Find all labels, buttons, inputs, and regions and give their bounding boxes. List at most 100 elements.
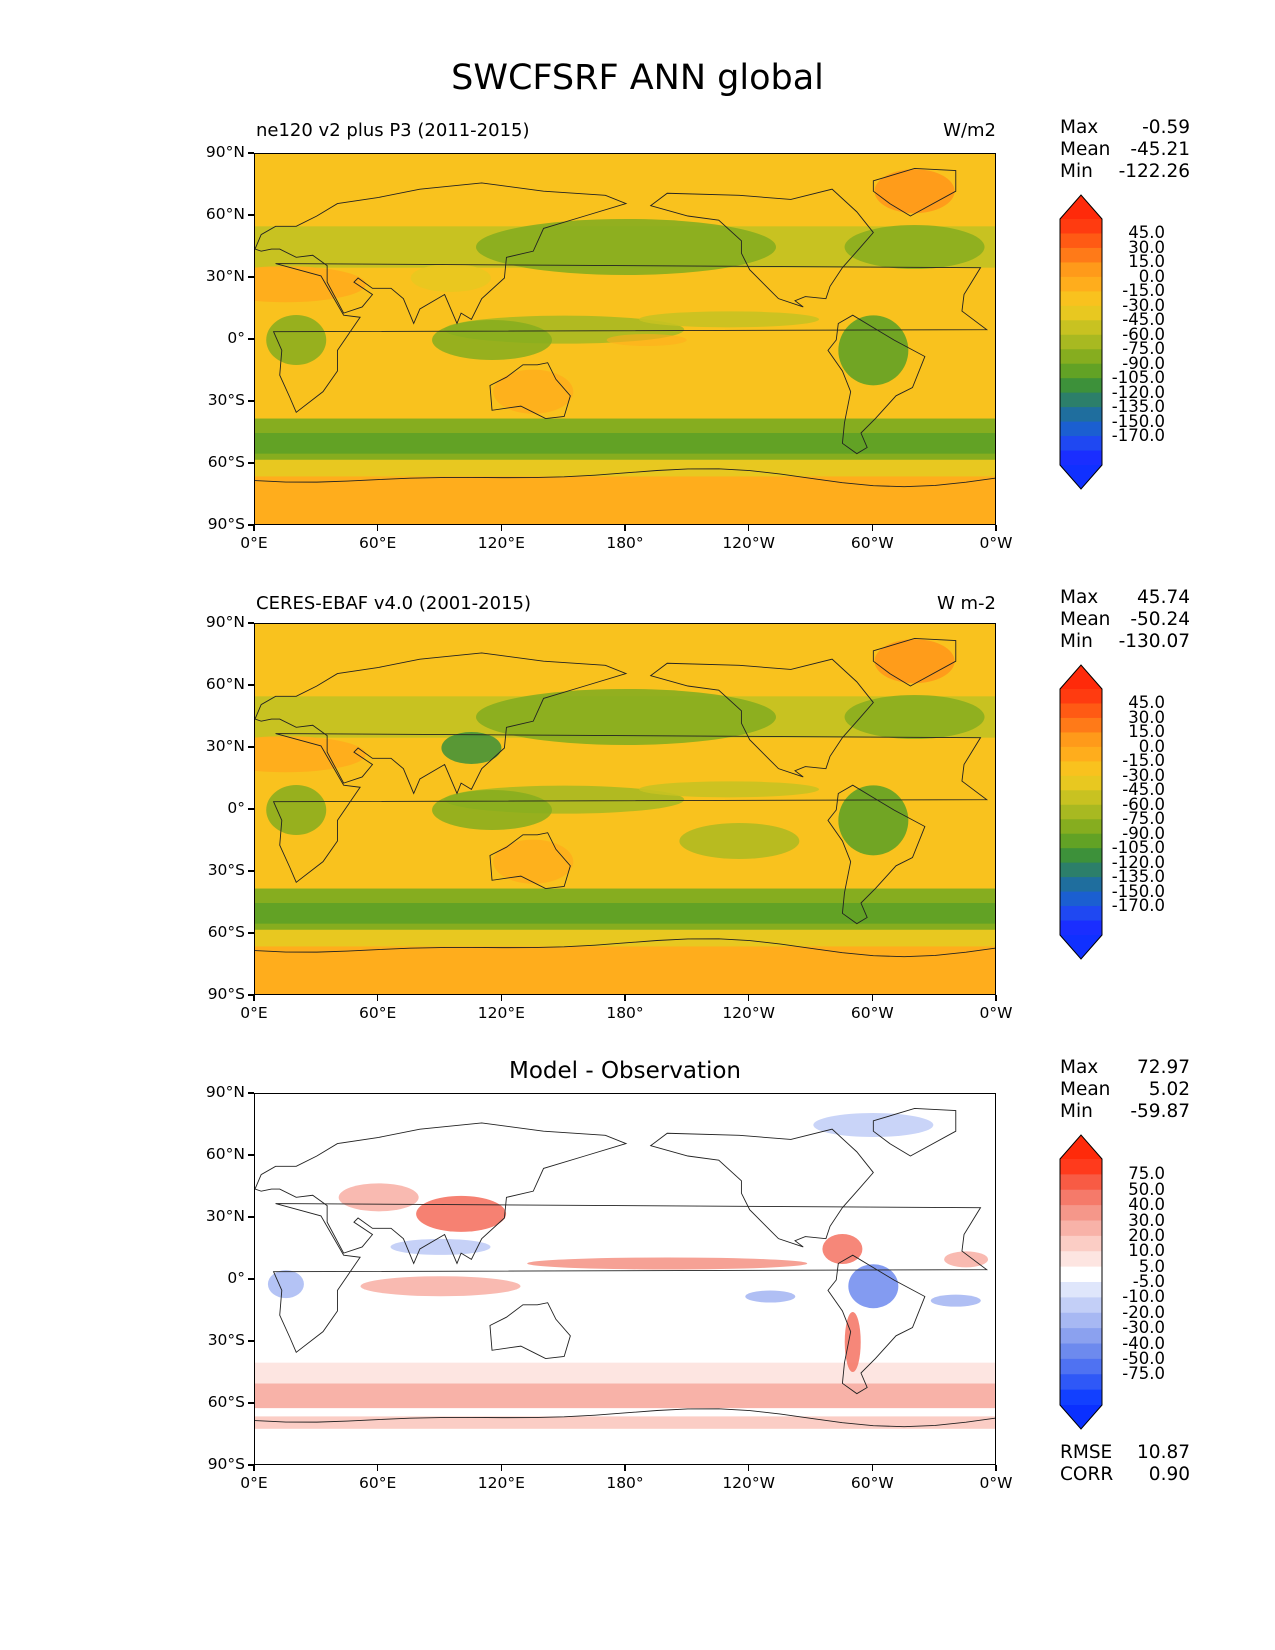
field-diff	[255, 1094, 995, 1464]
colorbar-swatch	[1060, 790, 1102, 806]
lat-tick-mark	[248, 932, 254, 934]
lon-tick-mark	[253, 1465, 255, 1471]
colorbar-level-label: -120.0	[1111, 382, 1165, 402]
colorbar-level-label: -135.0	[1111, 397, 1165, 417]
field-tibet-positive	[416, 1195, 507, 1232]
colorbar-level-label: 40.0	[1128, 1195, 1165, 1215]
lon-tick-mark	[500, 995, 503, 1001]
lon-tick-label: 0°E	[240, 534, 268, 552]
lat-tick-mark	[248, 276, 254, 278]
lon-tick-mark	[748, 995, 750, 1001]
colorbar-level-label: 0.0	[1138, 736, 1165, 756]
panel-left-title: CERES-EBAF v4.0 (2001-2015)	[256, 593, 532, 614]
colorbar-level-label: -120.0	[1111, 852, 1165, 872]
field-itcz-east	[639, 311, 820, 328]
lon-tick-label: 0°W	[979, 1004, 1013, 1022]
colorbar-swatch	[1060, 920, 1102, 936]
colorbar-swatch	[1060, 392, 1102, 408]
mean-value: -50.24	[1130, 609, 1190, 630]
colorbar-level-label: -170.0	[1111, 896, 1165, 916]
colorbar-swatch	[1060, 363, 1102, 379]
lon-tick-mark	[748, 1465, 750, 1471]
lat-tick-mark	[248, 462, 254, 464]
field-band-antarctic-coast	[255, 459, 995, 477]
colorbar-swatch	[1060, 247, 1102, 264]
min-label: Min	[1060, 631, 1093, 652]
lat-tick-mark	[248, 746, 254, 748]
lon-tick-label: 60°W	[850, 534, 894, 552]
lon-tick-label: 0°E	[240, 1004, 268, 1022]
colorbar-level-label: 5.0	[1138, 1256, 1165, 1276]
coastline-antarctica	[255, 468, 995, 488]
field-andes-positive	[844, 1312, 861, 1372]
colorbar-level-label: 45.0	[1128, 693, 1165, 713]
field-sc-stratocu	[679, 823, 800, 859]
stats-diff: Max 72.97 Mean 5.02 Min -59.87	[1060, 1057, 1190, 1123]
colorbar-level-label: 30.0	[1128, 237, 1165, 257]
lon-tick-mark	[377, 525, 379, 531]
rmse-value: 10.87	[1137, 1442, 1190, 1463]
lon-tick-label: 120°E	[477, 1004, 525, 1022]
lon-tick-mark	[253, 525, 255, 531]
coastline-antarctica	[255, 1408, 995, 1428]
lat-tick-label: 30°N	[205, 1207, 245, 1225]
lat-tick-mark	[248, 1278, 254, 1280]
colorbar-swatch	[1060, 819, 1102, 835]
field-australia	[493, 369, 574, 414]
field-australia	[493, 839, 574, 884]
colorbar-level-label: -10.0	[1122, 1287, 1165, 1307]
lat-tick-mark	[248, 1216, 254, 1218]
colorbar-level-label: -150.0	[1111, 881, 1165, 901]
colorbar-level-label: 75.0	[1128, 1164, 1165, 1184]
coastline-australia	[489, 832, 571, 889]
lat-tick-mark	[248, 622, 254, 624]
colorbar-level-label: -60.0	[1122, 794, 1165, 814]
lon-tick-mark	[253, 995, 255, 1001]
colorbar-swatch	[1060, 1389, 1102, 1406]
lon-tick-mark	[500, 525, 503, 531]
field-central-america-positive	[822, 1234, 863, 1264]
colorbar-swatch	[1060, 450, 1102, 466]
max-label: Max	[1060, 1057, 1099, 1078]
colorbar-level-label: -90.0	[1122, 823, 1165, 843]
colorbar-level-label: 15.0	[1128, 252, 1165, 272]
colorbar-level-label: 50.0	[1128, 1179, 1165, 1199]
panel-units: W/m2	[943, 120, 996, 141]
mean-value: 5.02	[1148, 1079, 1190, 1100]
max-value: 72.97	[1137, 1057, 1190, 1078]
lat-tick-label: 90°N	[205, 1083, 245, 1101]
lon-tick-mark	[377, 1465, 379, 1471]
lon-tick-label: 120°W	[722, 1004, 775, 1022]
colorbar-swatch	[1060, 1297, 1102, 1314]
colorbar-swatch	[1060, 436, 1102, 452]
field-greenland	[874, 169, 955, 214]
colorbar-swatch	[1060, 689, 1102, 705]
lat-tick-label: 90°S	[207, 515, 245, 533]
lat-tick-mark	[248, 1464, 254, 1466]
field-io-positive	[360, 1276, 521, 1297]
colorbar-level-label: -45.0	[1122, 310, 1165, 330]
colorbar-swatch	[1060, 1358, 1102, 1375]
map-test	[254, 153, 996, 525]
colorbar-level-label: -75.0	[1122, 339, 1165, 359]
colorbar-swatch	[1060, 1282, 1102, 1298]
colorbar-level-label: -150.0	[1111, 411, 1165, 431]
min-value: -130.07	[1118, 631, 1190, 652]
lat-tick-mark	[248, 152, 254, 154]
corr-label: CORR	[1060, 1464, 1114, 1485]
lon-tick-mark	[871, 995, 874, 1001]
field-itcz-positive	[527, 1257, 808, 1270]
lat-tick-label: 60°N	[205, 205, 245, 223]
colorbar-graphic	[1059, 664, 1103, 960]
colorbar-level-label: -135.0	[1111, 867, 1165, 887]
lat-tick-label: 60°S	[207, 453, 245, 471]
lat-tick-label: 60°N	[205, 675, 245, 693]
lat-tick-label: 30°N	[205, 737, 245, 755]
panel-left-title: ne120 v2 plus P3 (2011-2015)	[256, 120, 530, 141]
colorbar-swatch	[1060, 320, 1102, 336]
lat-tick-mark	[248, 400, 254, 402]
stats-rmse-corr: RMSE 10.87 CORR 0.90	[1060, 1442, 1190, 1486]
lat-tick-mark	[248, 1154, 254, 1156]
colorbar-level-label: -75.0	[1122, 1364, 1165, 1384]
lon-tick-label: 60°E	[359, 1474, 397, 1492]
